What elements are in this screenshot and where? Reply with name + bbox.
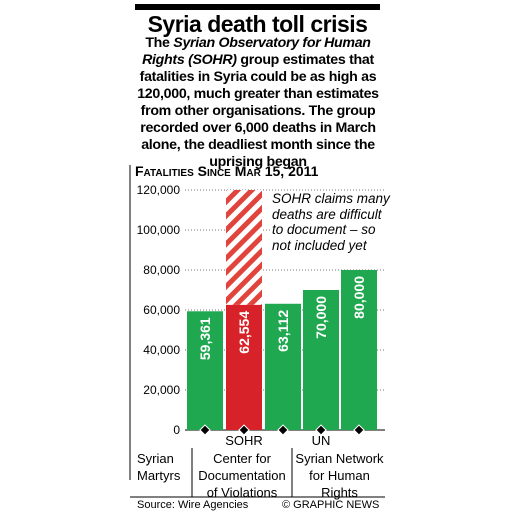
marker bbox=[353, 424, 365, 436]
bar bbox=[187, 311, 223, 430]
marker bbox=[315, 424, 327, 436]
y-tick-label: 20,000 bbox=[143, 383, 180, 397]
category-label: Center for Documentation of Violations bbox=[198, 451, 286, 500]
credit: © GRAPHIC NEWS bbox=[282, 499, 380, 511]
category-label: Syrian Martyrs bbox=[137, 451, 181, 483]
value-label: 59,361 bbox=[197, 317, 213, 360]
subtitle-text: group estimates that fatalities in Syria… bbox=[137, 52, 379, 170]
bar bbox=[265, 303, 301, 430]
marker bbox=[238, 424, 250, 436]
source: Source: Wire Agencies bbox=[137, 499, 249, 511]
subtitle-italic: Syrian Observatory for Human Rights (SOH… bbox=[142, 35, 371, 68]
y-tick-label: 120,000 bbox=[137, 183, 181, 197]
y-tick-label: 0 bbox=[173, 423, 180, 437]
marker bbox=[199, 424, 211, 436]
bar bbox=[303, 290, 339, 430]
marker bbox=[277, 424, 289, 436]
category-label: Syrian Network for Human Rights bbox=[295, 451, 384, 500]
estimate-range bbox=[226, 190, 262, 305]
bar bbox=[341, 270, 377, 430]
bar bbox=[226, 304, 262, 430]
chart-title: Fatalities Since Mar 15, 2011 bbox=[135, 163, 319, 179]
value-label: 62,554 bbox=[236, 311, 252, 354]
title: Syria death toll crisis bbox=[135, 4, 380, 38]
category-label: UN bbox=[311, 433, 331, 448]
value-label: 80,000 bbox=[351, 276, 367, 319]
y-tick-label: 80,000 bbox=[143, 263, 180, 277]
annotation: SOHR claims many deaths are difficult to… bbox=[270, 191, 392, 253]
value-label: 63,112 bbox=[275, 310, 291, 352]
value-label: 70,000 bbox=[313, 296, 329, 339]
y-tick-label: 60,000 bbox=[143, 303, 180, 317]
category-label: SOHR bbox=[225, 433, 263, 448]
y-tick-label: 40,000 bbox=[143, 343, 180, 357]
subtitle-text: The bbox=[145, 35, 174, 51]
subtitle: The Syrian Observatory for Human Rights … bbox=[133, 35, 383, 171]
y-tick-label: 100,000 bbox=[137, 223, 181, 237]
